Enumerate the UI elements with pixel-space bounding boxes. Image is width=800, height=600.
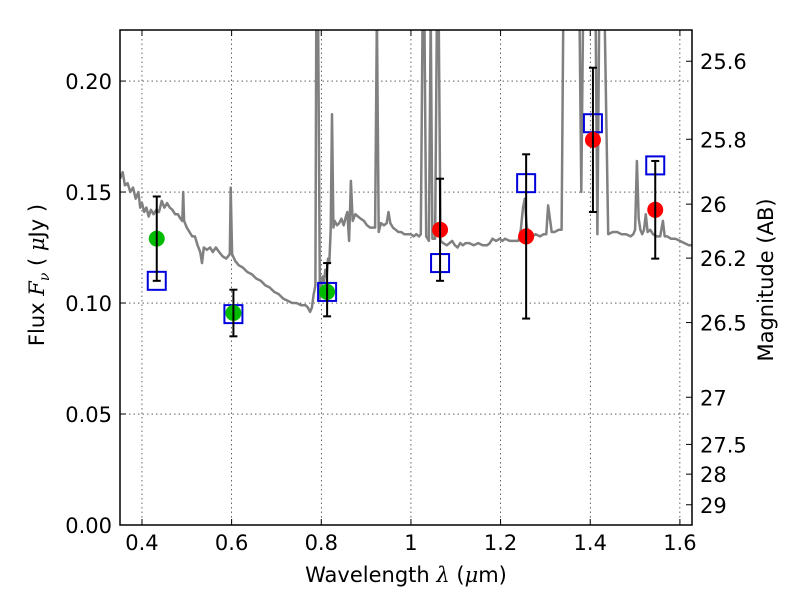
spectrum-layer — [120, 30, 692, 314]
x-tick-label: 1.4 — [574, 531, 607, 555]
x-axis-label: Wavelength λ (μm) — [305, 563, 507, 587]
magnitude-tick-label: 28 — [700, 463, 727, 487]
right-magnitude-axis: 25.6 25.8 26 26.2 26.5 27 27.5 28 29 — [686, 50, 747, 518]
y-axis-unit-open: ( — [25, 251, 49, 273]
mu-symbol-y: μ — [25, 237, 49, 251]
x-axis-unit-end: m) — [478, 563, 507, 587]
x-tick-label: 0.8 — [305, 531, 338, 555]
x-tick-label: 0.6 — [215, 531, 248, 555]
y-tick-label: 0.20 — [65, 70, 112, 94]
magnitude-tick-label: 27 — [700, 386, 727, 410]
right-axis-label: Magnitude (AB) — [754, 198, 778, 361]
magnitude-tick-label: 26.5 — [700, 312, 747, 336]
magnitude-tick-label: 26.2 — [700, 247, 747, 271]
x-tick-label: 1 — [404, 531, 417, 555]
y-tick-label: 0.15 — [65, 181, 112, 205]
lambda-symbol: λ — [435, 563, 449, 587]
points-layer — [146, 66, 666, 338]
nu-subscript: ν — [37, 272, 53, 281]
x-axis: 0.4 0.6 0.8 1 1.2 1.4 1.6 — [125, 30, 697, 555]
f-nu-symbol: F — [25, 280, 49, 297]
magnitude-tick-label: 25.6 — [700, 50, 747, 74]
x-axis-unit: ( — [450, 563, 465, 587]
y-tick-label: 0.00 — [65, 514, 112, 538]
x-tick-label: 0.4 — [125, 531, 158, 555]
y-axis-label-flux: Flux — [25, 296, 49, 346]
magnitude-tick-label: 29 — [700, 494, 727, 518]
x-tick-label: 1.6 — [663, 531, 696, 555]
x-tick-label: 1.2 — [484, 531, 517, 555]
magnitude-tick-label: 25.8 — [700, 128, 747, 152]
y-axis: 0.00 0.05 0.10 0.15 0.20 — [65, 70, 126, 538]
y-axis-unit: Jy ) — [25, 204, 49, 240]
mu-symbol: μ — [465, 563, 479, 587]
y-tick-label: 0.05 — [65, 403, 112, 427]
magnitude-tick-label: 27.5 — [700, 433, 747, 457]
model-spectrum-line — [120, 30, 692, 314]
magnitude-tick-label: 26 — [700, 193, 727, 217]
x-axis-label-text: Wavelength — [305, 563, 436, 587]
y-axis-label: Flux Fν ( μJy ) — [25, 204, 53, 346]
y-tick-label: 0.10 — [65, 292, 112, 316]
plot-frame — [119, 29, 693, 526]
